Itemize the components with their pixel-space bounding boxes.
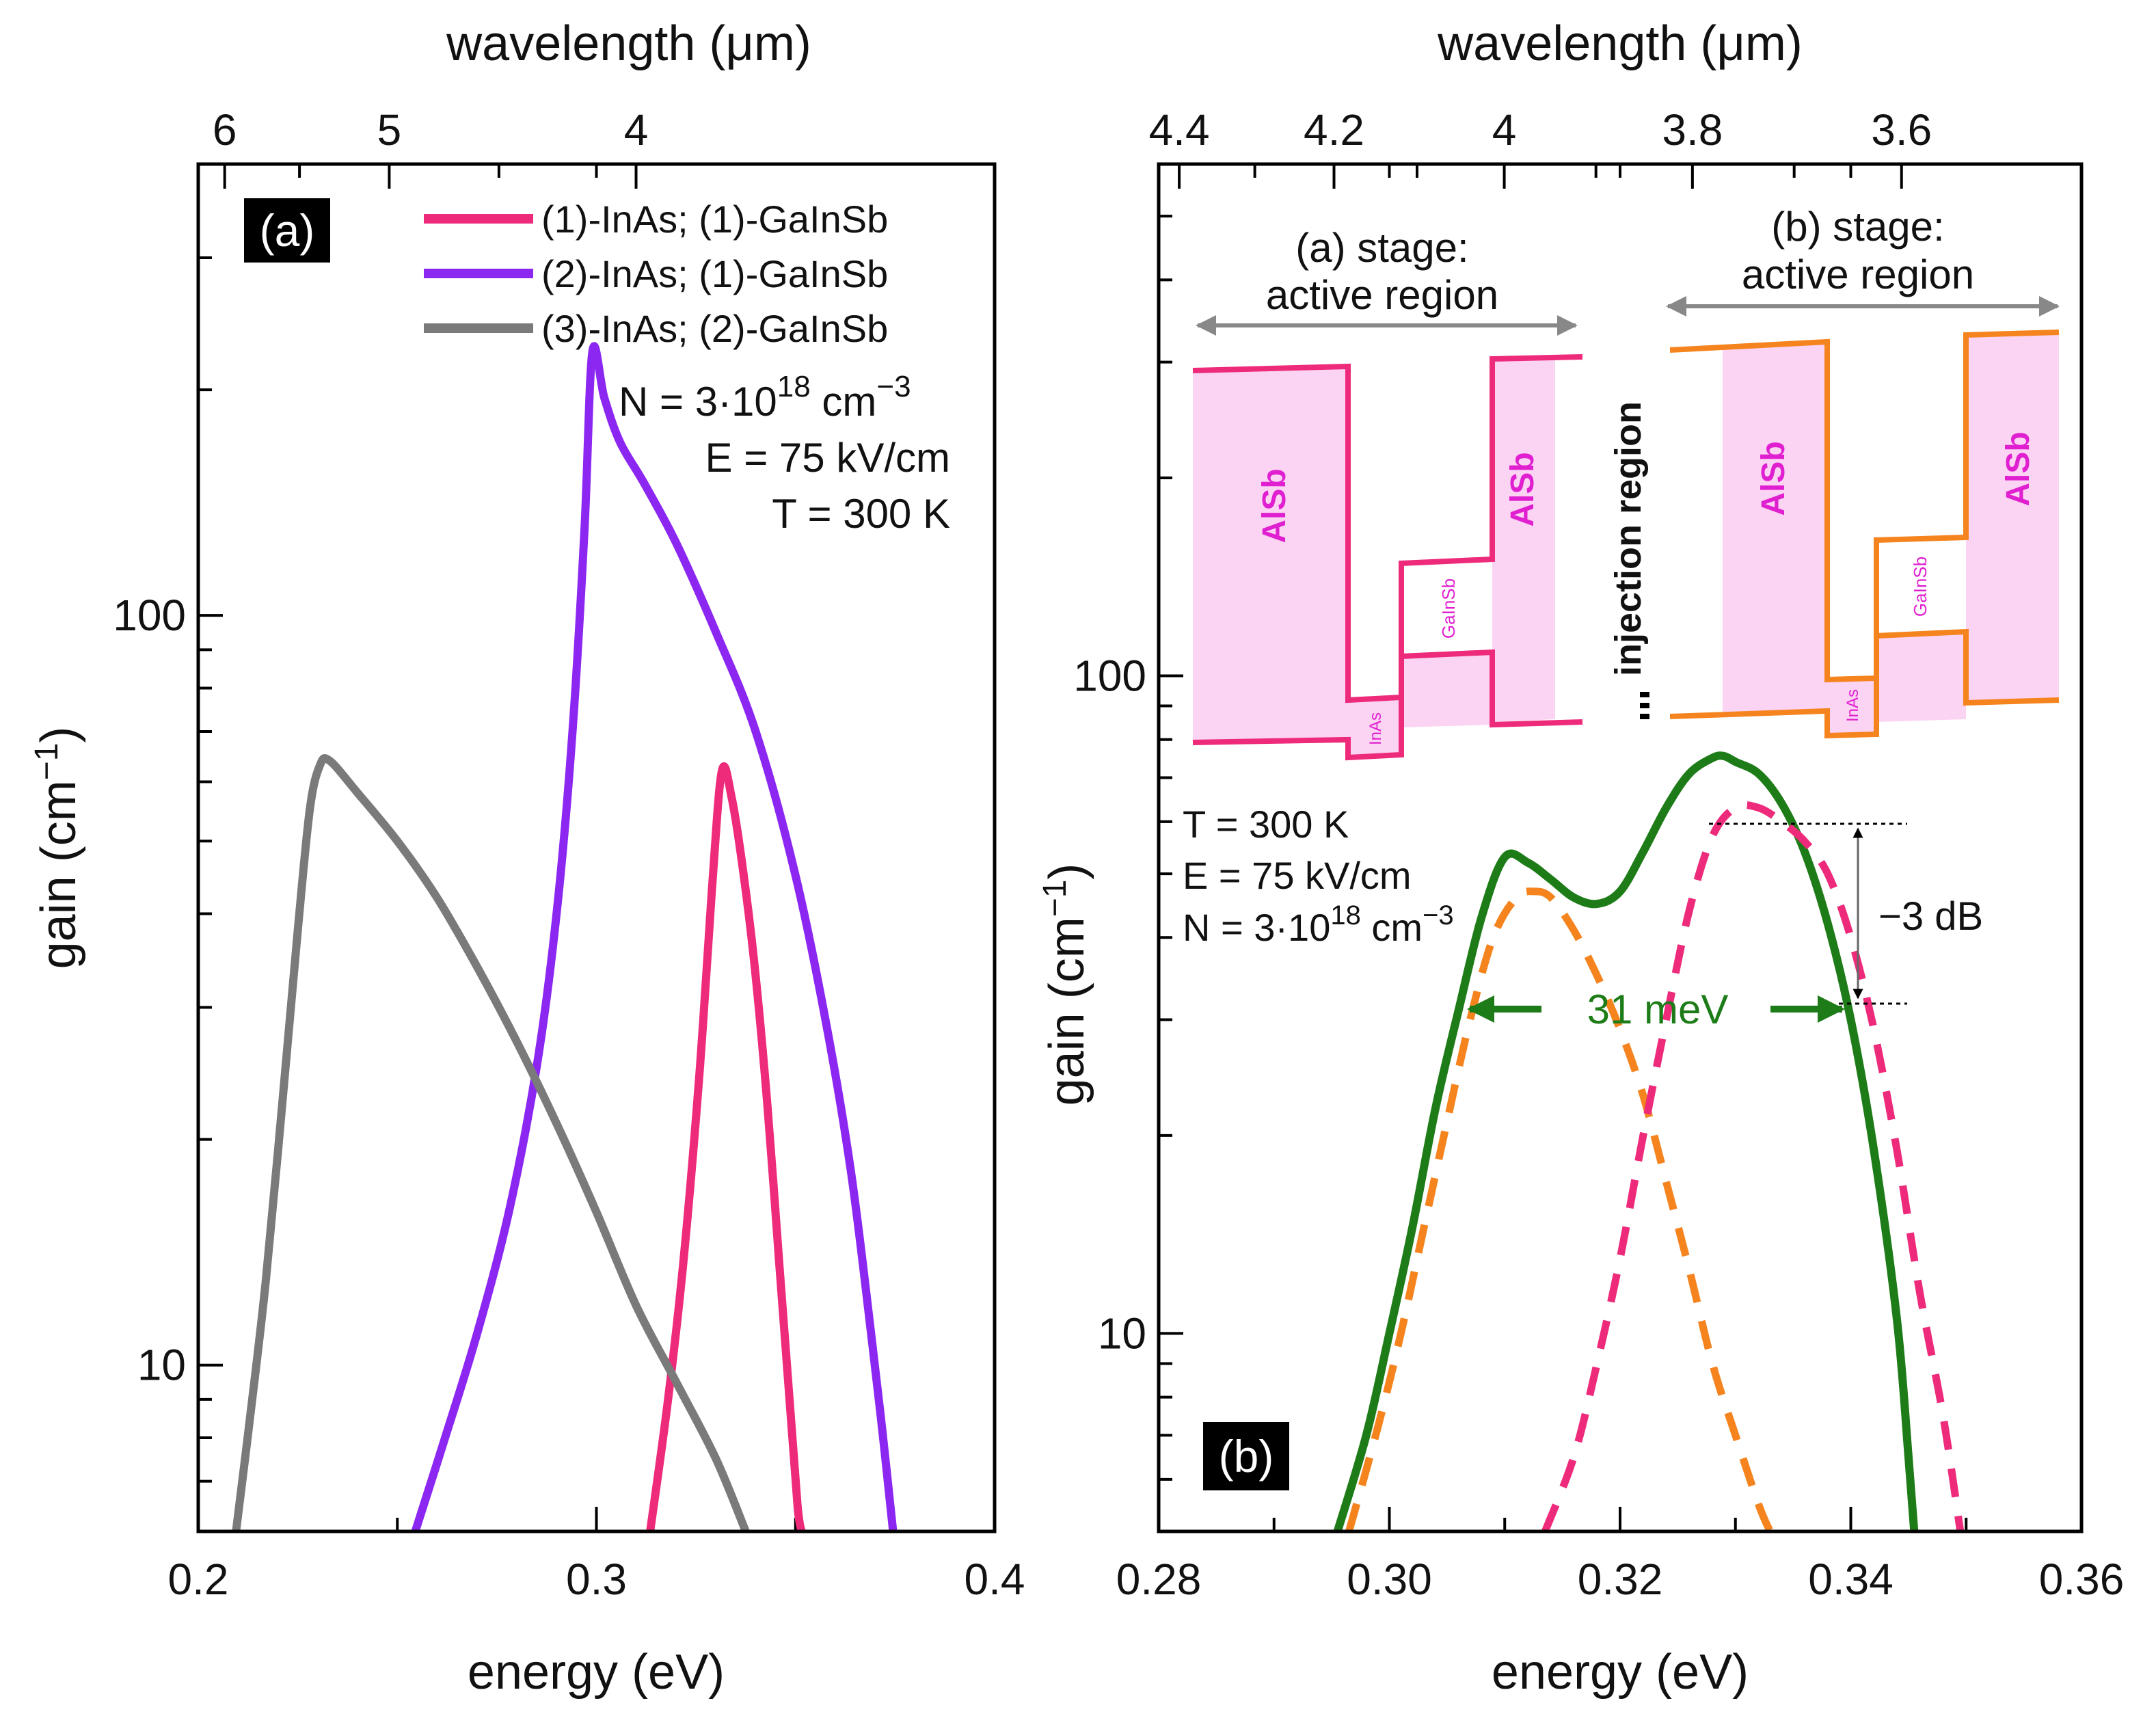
panel-a-tick-labels: 0.2 0.3 0.4 10 100 6 5 4 [113, 105, 1025, 1604]
bandwidth-annotation: −3 dB 31 meV [1467, 822, 1983, 1032]
top-tick-label: 4.2 [1304, 105, 1364, 155]
panel-a-y-label-sup: −1 [29, 743, 65, 781]
inset-b-barrier-label-1: AlSb [1755, 441, 1792, 515]
panel-b-annotation-n: N = 3·1018 cm−3 [1183, 900, 1454, 949]
series-line-2 [1345, 887, 1774, 1531]
panel-b-frame [1157, 162, 2084, 1533]
panel-a: 0.2 0.3 0.4 10 100 6 5 4 wavelength (μm) energy… [29, 16, 1025, 1700]
minus-3db-label: −3 dB [1878, 894, 1983, 939]
panel-a-annotation-n: N = 3·1018 cm−3 [619, 370, 911, 425]
panel-b-y-label-main: gain (cm [1040, 917, 1094, 1105]
x-tick-label: 0.34 [1808, 1555, 1894, 1604]
series-line-2 [411, 342, 898, 1531]
panel-a-n-unit: cm [811, 379, 877, 425]
panel-b-n-unit-exp: −3 [1423, 900, 1454, 930]
panel-b-y-label-sup: −1 [1037, 880, 1073, 917]
panel-b-annotation-field: E = 75 kV/cm [1183, 854, 1412, 897]
y-tick-label: 100 [1073, 652, 1146, 701]
inset-a-barrier-label-1: AlSb [1256, 468, 1293, 543]
inset-a-barrier-label-2: AlSb [1505, 452, 1541, 526]
inset-a-well-label-2: GaInSb [1438, 578, 1459, 639]
series-line-1 [646, 762, 806, 1531]
top-tick-label: 4 [624, 105, 649, 155]
panel-b-n-prefix: N = 3·10 [1183, 906, 1330, 949]
legend-label-2: (2)-InAs; (1)-GaInSb [541, 252, 888, 295]
panel-b-tag: (b) [1219, 1431, 1274, 1482]
fwhm-label: 31 meV [1587, 987, 1729, 1032]
inset-b-title-2: active region [1742, 252, 1974, 297]
inset-injection-label: injection region [1608, 401, 1649, 676]
panel-a-top-axis-label: wavelength (μm) [446, 16, 811, 71]
panel-b-n-exp: 18 [1330, 900, 1361, 930]
inset-b-valence-band [1669, 628, 2060, 739]
panel-b-y-label-close: ) [1040, 863, 1094, 880]
panel-a-n-exp: 18 [777, 370, 811, 403]
y-tick-label: 100 [113, 591, 186, 640]
panel-a-annotation-temperature: T = 300 K [772, 491, 950, 537]
inset-b-title-1: (b) stage: [1771, 204, 1944, 250]
inset-b-fill [1723, 332, 2059, 736]
inset-a-title-2: active region [1266, 272, 1498, 318]
panel-a-y-label-close: ) [31, 727, 86, 743]
inset-a-well-label-1: InAs [1366, 712, 1385, 745]
x-tick-label: 0.30 [1347, 1555, 1432, 1604]
top-tick-label: 6 [213, 105, 237, 155]
inset-a-fill [1193, 357, 1555, 758]
panel-b-series [1333, 751, 1965, 1531]
top-tick-label: 3.6 [1871, 105, 1932, 155]
x-tick-label: 0.28 [1116, 1555, 1202, 1604]
x-tick-label: 0.3 [566, 1555, 627, 1604]
panel-a-legend: (1)-InAs; (1)-GaInSb (2)-InAs; (1)-GaInS… [424, 198, 888, 350]
series-line-3 [1541, 801, 1965, 1531]
inset-a-conduction-band [1192, 354, 1583, 703]
panel-b-tag-box [1203, 1422, 1289, 1490]
panel-b: (a) stage: active region (b) stage: acti… [1037, 16, 2124, 1700]
series-line-3 [232, 754, 750, 1531]
panel-a-frame [196, 162, 997, 1533]
y-tick-label: 10 [1098, 1309, 1146, 1358]
panel-b-x-axis-label: energy (eV) [1492, 1645, 1749, 1700]
panel-b-annotation-temperature: T = 300 K [1183, 803, 1349, 846]
x-tick-label: 0.4 [965, 1555, 1025, 1604]
panel-a-tag: (a) [260, 205, 315, 256]
y-tick-label: 10 [137, 1341, 186, 1390]
inset-a-title-1: (a) stage: [1295, 225, 1468, 271]
top-tick-label: 4.4 [1149, 105, 1210, 155]
panel-b-ticks [1157, 163, 2083, 1533]
panel-a-series [232, 342, 898, 1531]
band-diagram-inset: (a) stage: active region (b) stage: acti… [1192, 204, 2060, 761]
panel-a-y-axis-label: gain (cm−1) [29, 727, 86, 969]
top-tick-label: 3.8 [1662, 105, 1723, 155]
panel-b-y-axis-label: gain (cm−1) [1037, 863, 1094, 1106]
panel-b-n-unit: cm [1361, 906, 1423, 949]
inset-a-valence-band [1192, 649, 1583, 761]
top-tick-label: 5 [377, 105, 402, 155]
panel-a-x-axis-label: energy (eV) [468, 1645, 725, 1700]
x-tick-label: 0.36 [2039, 1555, 2125, 1604]
inset-b-well-label-2: GaInSb [1910, 557, 1930, 617]
panel-a-y-label-main: gain (cm [31, 780, 86, 969]
inset-b-well-label-1: InAs [1844, 689, 1862, 722]
inset-b-barrier-label-2: AlSb [2000, 431, 2036, 506]
panel-a-n-prefix: N = 3·10 [619, 379, 777, 425]
x-tick-label: 0.2 [168, 1555, 229, 1604]
x-tick-label: 0.32 [1578, 1555, 1663, 1604]
panel-a-annotation-field: E = 75 kV/cm [705, 435, 950, 481]
legend-label-3: (3)-InAs; (2)-GaInSb [541, 307, 888, 350]
top-tick-label: 4 [1492, 105, 1517, 155]
panel-a-n-unit-exp: −3 [876, 370, 911, 403]
panel-b-top-axis-label: wavelength (μm) [1437, 16, 1803, 71]
inset-b-conduction-band [1669, 330, 2060, 683]
legend-label-1: (1)-InAs; (1)-GaInSb [541, 198, 888, 241]
series-line-1 [1333, 751, 1919, 1531]
panel-b-tick-labels: 0.28 0.30 0.32 0.34 0.36 10 100 4.4 4.2 4 3.8 3.6 [1073, 105, 2124, 1604]
panel-a-tag-box [244, 198, 330, 263]
